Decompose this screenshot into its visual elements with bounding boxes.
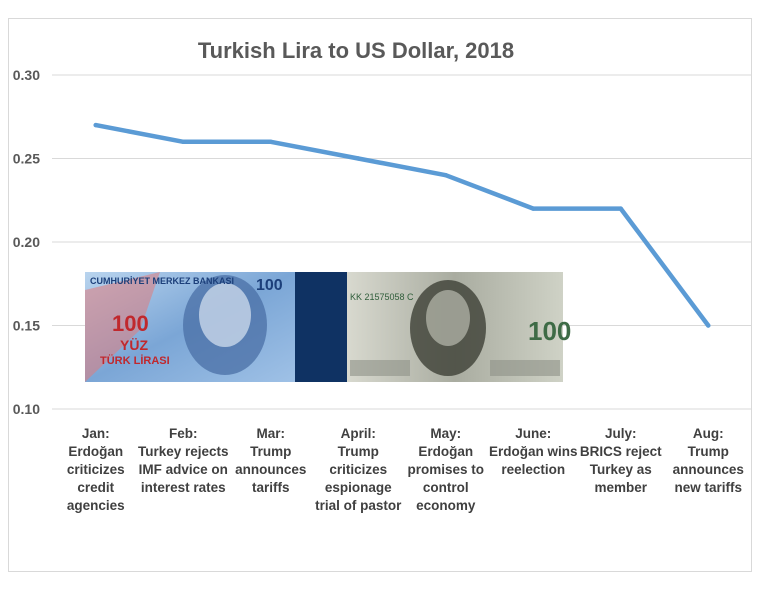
- x-tick-label-line: espionage: [312, 479, 404, 497]
- y-tick-label: 0.10: [13, 401, 40, 417]
- data-point: [94, 123, 98, 127]
- y-tick-label: 0.15: [13, 318, 40, 334]
- x-tick-label: Aug: Trump announces new tariffs: [662, 425, 754, 497]
- dollar-denomination: 100: [528, 316, 571, 346]
- data-point: [619, 206, 623, 210]
- x-tick-label-line: new tariffs: [662, 479, 754, 497]
- lira-currency: TÜRK LİRASI: [100, 354, 170, 367]
- x-tick-label-line: announces: [662, 461, 754, 479]
- x-tick-label-line: member: [575, 479, 667, 497]
- x-tick-label-line: Turkey rejects: [137, 443, 229, 461]
- x-tick-label-line: trial of pastor: [312, 497, 404, 515]
- x-tick-label-line: reelection: [487, 461, 579, 479]
- data-point: [531, 206, 535, 210]
- x-tick-label-line: June:: [487, 425, 579, 443]
- banknote-image: CUMHURİYET MERKEZ BANKASI 100 YÜZ TÜRK L…: [85, 272, 571, 382]
- x-tick-label: Mar: Trump announces tariffs: [225, 425, 317, 497]
- x-tick-label: June: Erdoğan wins reelection: [487, 425, 579, 479]
- lira-corner-denomination: 100: [256, 277, 283, 294]
- banknote-divider: [295, 272, 347, 382]
- x-tick-label-line: credit: [50, 479, 142, 497]
- data-point: [181, 140, 185, 144]
- x-tick-label-line: announces: [225, 461, 317, 479]
- x-tick-label-line: Trump: [225, 443, 317, 461]
- data-point: [444, 173, 448, 177]
- data-point: [706, 323, 710, 327]
- x-tick-label-line: control: [400, 479, 492, 497]
- x-tick-label-line: Erdoğan: [400, 443, 492, 461]
- x-tick-label-line: criticizes: [50, 461, 142, 479]
- x-tick-label-line: Aug:: [662, 425, 754, 443]
- data-point: [356, 156, 360, 160]
- x-tick-label-line: criticizes: [312, 461, 404, 479]
- x-tick-label-line: April:: [312, 425, 404, 443]
- lira-header: CUMHURİYET MERKEZ BANKASI: [90, 276, 234, 286]
- x-tick-label-line: agencies: [50, 497, 142, 515]
- dollar-serial: KK 21575058 C: [350, 292, 414, 302]
- x-tick-label-line: IMF advice on: [137, 461, 229, 479]
- x-tick-label-line: Erdoğan wins: [487, 443, 579, 461]
- x-tick-label-line: May:: [400, 425, 492, 443]
- x-tick-label-line: Jan:: [50, 425, 142, 443]
- x-tick-label: April: Trump criticizes espionage trial of p…: [312, 425, 404, 515]
- lira-words: YÜZ: [120, 337, 148, 353]
- x-tick-label-line: Turkey as: [575, 461, 667, 479]
- x-tick-label-line: July:: [575, 425, 667, 443]
- x-tick-label-line: interest rates: [137, 479, 229, 497]
- x-tick-label-line: Erdoğan: [50, 443, 142, 461]
- x-tick-label: Feb: Turkey rejects IMF advice on interest …: [137, 425, 229, 497]
- x-tick-label: Jan: Erdoğan criticizes credit agencies: [50, 425, 142, 515]
- x-tick-label-line: tariffs: [225, 479, 317, 497]
- lira-denomination: 100: [112, 311, 149, 336]
- x-tick-label-line: Feb:: [137, 425, 229, 443]
- y-tick-label: 0.25: [13, 151, 40, 167]
- x-tick-label-line: promises to: [400, 461, 492, 479]
- y-tick-label: 0.30: [13, 67, 40, 83]
- x-tick-label: May: Erdoğan promises to control economy: [400, 425, 492, 515]
- x-tick-label-line: BRICS reject: [575, 443, 667, 461]
- x-tick-label-line: Trump: [662, 443, 754, 461]
- x-tick-label: July: BRICS reject Turkey as member: [575, 425, 667, 497]
- y-tick-label: 0.20: [13, 234, 40, 250]
- x-tick-label-line: Trump: [312, 443, 404, 461]
- x-tick-label-line: economy: [400, 497, 492, 515]
- data-point: [269, 140, 273, 144]
- x-tick-label-line: Mar:: [225, 425, 317, 443]
